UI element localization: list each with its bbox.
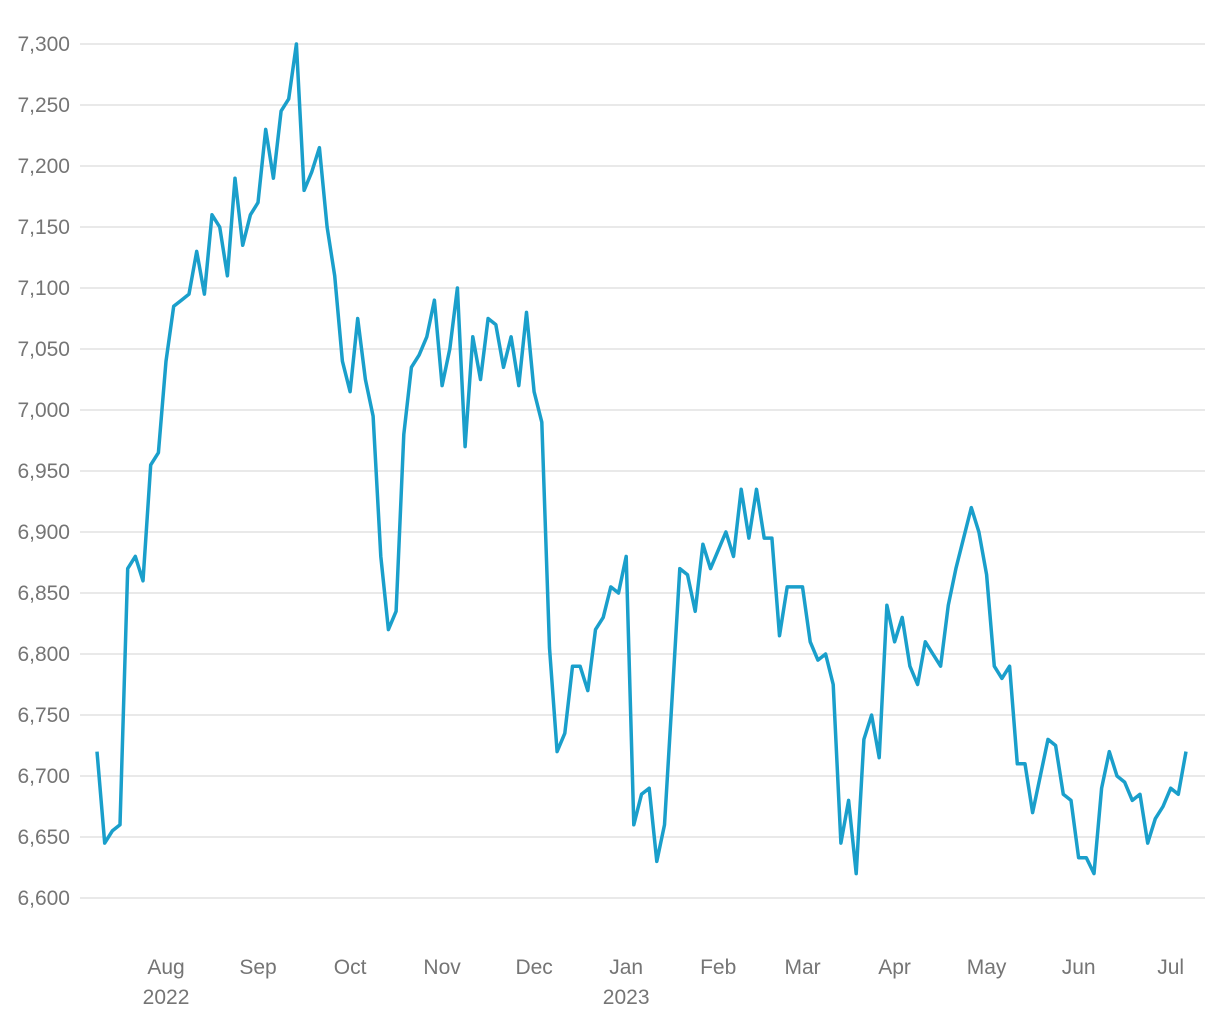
x-tick-label: Oct	[334, 956, 367, 979]
x-tick-label: Feb	[700, 956, 736, 979]
x-tick-label: Aug 2022	[143, 956, 190, 1009]
y-tick-label: 7,050	[17, 338, 70, 361]
y-tick-label: 7,300	[17, 33, 70, 56]
x-tick-label: Dec	[515, 956, 552, 979]
y-tick-label: 6,700	[17, 765, 70, 788]
y-tick-label: 7,200	[17, 155, 70, 178]
y-tick-label: 7,250	[17, 94, 70, 117]
y-tick-label: 6,750	[17, 704, 70, 727]
y-tick-label: 7,000	[17, 399, 70, 422]
x-tick-label: Jun	[1062, 956, 1096, 979]
x-tick-label: May	[967, 956, 1007, 979]
y-tick-label: 6,600	[17, 887, 70, 910]
y-tick-label: 7,100	[17, 277, 70, 300]
y-tick-label: 6,950	[17, 460, 70, 483]
y-tick-label: 6,650	[17, 826, 70, 849]
y-tick-label: 6,800	[17, 643, 70, 666]
x-tick-label: Sep	[239, 956, 276, 979]
y-tick-label: 6,850	[17, 582, 70, 605]
x-tick-label: Mar	[784, 956, 820, 979]
x-tick-label: Apr	[878, 956, 911, 979]
y-tick-label: 7,150	[17, 216, 70, 239]
x-tick-label: Jul	[1157, 956, 1184, 979]
y-tick-label: 6,900	[17, 521, 70, 544]
x-tick-label: Jan 2023	[603, 956, 650, 1009]
x-tick-label: Nov	[423, 956, 461, 979]
data-line	[95, 42, 1188, 876]
